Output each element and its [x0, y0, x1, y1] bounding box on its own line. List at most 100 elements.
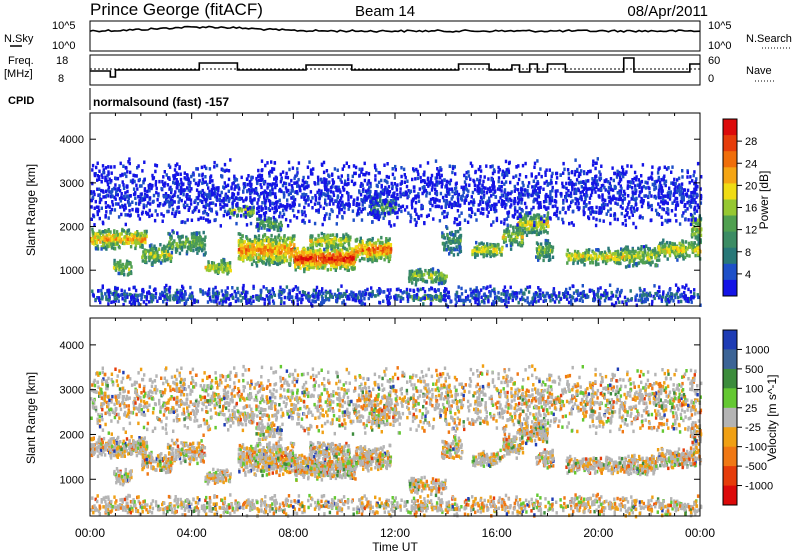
range-cell — [410, 278, 412, 282]
range-cell — [241, 250, 243, 254]
range-cell — [245, 251, 247, 255]
range-cell — [155, 292, 157, 296]
range-cell — [503, 293, 505, 297]
range-cell — [326, 237, 328, 241]
range-cell — [624, 219, 626, 223]
range-cell — [413, 189, 415, 193]
range-cell — [314, 255, 316, 259]
range-cell — [522, 229, 524, 233]
range-cell — [235, 300, 237, 304]
range-cell — [130, 245, 132, 249]
range-cell — [336, 251, 338, 255]
range-cell — [366, 288, 368, 292]
range-cell — [146, 298, 148, 302]
range-cell — [245, 299, 247, 303]
freq-left-tick-bottom: 8 — [58, 73, 64, 85]
range-cell — [263, 251, 265, 255]
range-cell — [597, 262, 599, 266]
range-cell — [161, 247, 163, 251]
range-cell — [445, 225, 447, 229]
range-cell — [604, 299, 606, 303]
range-cell — [568, 172, 570, 176]
range-cell — [287, 237, 289, 241]
range-cell — [486, 254, 488, 257]
range-cell — [352, 262, 354, 266]
range-cell — [540, 223, 542, 227]
range-cell — [388, 260, 390, 264]
range-cell — [583, 258, 585, 262]
range-cell — [321, 232, 323, 236]
range-cell — [681, 214, 683, 218]
range-cell — [340, 258, 342, 262]
range-cell — [215, 292, 217, 296]
range-cell — [264, 233, 266, 237]
range-cell — [500, 220, 502, 224]
range-cell — [332, 233, 334, 237]
range-cell — [658, 254, 660, 258]
range-cell — [148, 300, 150, 304]
range-cell — [457, 230, 459, 234]
range-cell — [431, 277, 433, 281]
range-cell — [380, 247, 382, 251]
range-cell — [222, 300, 224, 304]
range-cell — [569, 294, 571, 298]
range-cell — [485, 287, 487, 291]
range-cell — [420, 270, 422, 274]
range-cell — [353, 164, 355, 168]
range-cell — [512, 299, 514, 303]
range-cell — [124, 235, 126, 239]
range-cell — [315, 209, 317, 213]
range-cell — [457, 240, 459, 244]
range-cell — [630, 210, 632, 214]
range-cell — [252, 285, 254, 289]
range-cell — [116, 261, 118, 265]
range-cell — [527, 231, 529, 235]
range-cell — [564, 211, 566, 215]
range-cell — [457, 253, 459, 257]
range-cell — [276, 247, 278, 251]
range-cell — [168, 253, 170, 257]
range-cell — [166, 293, 168, 297]
range-cell — [509, 224, 511, 228]
range-cell — [529, 285, 531, 289]
range-cell — [179, 294, 181, 298]
range-cell — [397, 294, 399, 298]
range-cell — [516, 291, 518, 295]
range-cell — [134, 197, 136, 201]
range-cell — [138, 302, 140, 306]
range-cell — [546, 217, 548, 221]
range-cell — [306, 267, 308, 271]
range-cell — [108, 241, 110, 245]
range-cell — [625, 302, 627, 306]
range-cell — [533, 217, 535, 221]
range-cell — [297, 266, 299, 270]
range-cell — [320, 253, 322, 257]
range-cell — [642, 254, 644, 257]
range-cell — [252, 295, 254, 299]
range-cell — [386, 162, 388, 166]
range-cell — [121, 232, 123, 236]
range-cell — [284, 245, 286, 249]
range-cell — [670, 292, 672, 296]
range-cell — [178, 300, 180, 304]
range-cell — [116, 230, 118, 234]
range-cell — [246, 237, 248, 241]
range-cell — [312, 295, 314, 299]
range-cell — [676, 292, 678, 296]
range-cell — [254, 240, 256, 244]
range-cell — [289, 258, 291, 262]
range-cell — [536, 255, 538, 259]
range-cell — [404, 173, 406, 177]
range-cell — [627, 299, 629, 303]
range-cell — [396, 216, 398, 220]
range-cell — [668, 248, 670, 252]
range-cell — [113, 235, 115, 239]
range-cell — [379, 252, 381, 256]
range-cell — [454, 234, 456, 238]
range-cell — [315, 243, 317, 247]
range-cell — [656, 294, 658, 298]
range-cell — [668, 300, 670, 304]
range-cell — [124, 213, 126, 217]
range-cell — [538, 172, 540, 176]
range-cell — [326, 259, 328, 263]
